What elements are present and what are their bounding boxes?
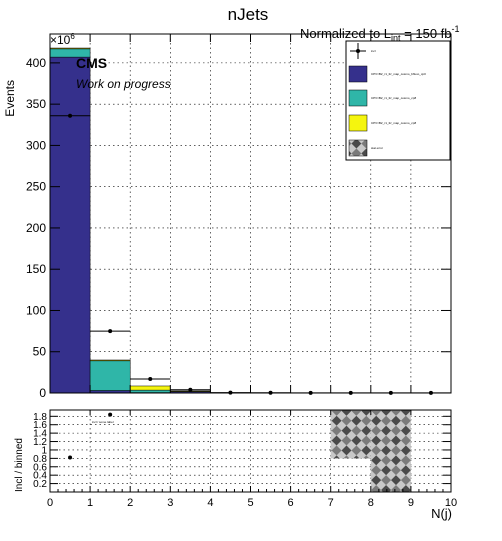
ratio-y-tick-label: 0.8 [33,454,47,465]
legend-entry-label: CPV=B2_r1_tlz_map_cosmo_bfluxo_cp0 [371,72,426,76]
ratio-y-tick-label: 1.8 [33,412,47,423]
ratio-y-tick-label: 0.4 [33,471,47,482]
y-axis-label: Events [3,80,17,117]
cms-sublabel: Work on progress [76,77,171,91]
ratio-x-tick-label: 0 [47,497,53,509]
legend-entry-label: incl [371,49,376,53]
ratio-stat-error-band [330,410,371,459]
ratio-x-tick-label: 7 [328,497,334,509]
ratio-x-tick-label: 4 [207,497,213,509]
ratio-y-tick-label: 1 [41,445,47,456]
legend-items: incl CPV=B2_r1_tlz_map_cosmo_bfluxo_cp0 CP… [348,43,426,157]
ratio-x-tick-label: 10 [445,497,457,509]
bar-series3-bin1 [89,359,131,362]
ratio-panel: 0 1 2 3 4 5 6 7 8 9 10 0.20.40.60.811.21.41.61.8 I… [14,409,457,521]
legend-entry-label: CPV=B2_r1_tlz_map_cosmo_cp8 [371,121,416,125]
ratio-x-tick-label: 2 [127,497,133,509]
bar-series3-bin0 [49,47,91,50]
ratio-x-tick-label: 9 [408,497,414,509]
bar-series3-bin2 [129,385,171,391]
ratio-y-tick-label: 0.6 [33,462,47,473]
main-y-tick-label: 350 [26,97,46,111]
data-point [148,376,153,381]
main-y-tick-label: 50 [33,345,47,359]
ratio-y-tick-label: 1.4 [33,429,47,440]
norm-subscript: int [391,33,401,43]
main-y-tick-label: 250 [26,180,46,194]
bar-series2-bin2 [129,389,171,393]
main-y-tick-label: 300 [26,138,46,152]
legend: incl CPV=B2_r1_tlz_map_cosmo_bfluxo_cp0 CP… [345,40,451,161]
data-point [68,113,73,118]
main-x-ticks [49,34,452,393]
ratio-y-ticks: 0.20.40.60.811.21.41.61.8 [33,412,451,490]
data-point [188,387,193,392]
legend-swatch-series2 [348,89,368,107]
main-y-tick-label: 150 [26,262,46,276]
ratio-points [68,412,113,460]
ratio-data-point [108,412,113,417]
ratio-y-tick-label: 0.2 [33,479,47,490]
main-panel: 0 50 100 150 200 250 300 350 400 Events ×106 CMS… [3,32,452,400]
legend-marker-point [356,49,360,53]
main-y-tick-label: 100 [26,303,46,317]
ratio-x-tick-label: 8 [368,497,374,509]
ratio-y-tick-label: 1.2 [33,437,47,448]
data-point [108,329,113,334]
legend-swatch-series3 [348,114,368,132]
main-y-tick-label: 200 [26,221,46,235]
legend-entry-label: stat error [371,146,383,150]
legend-swatch-series1 [348,65,368,83]
main-y-tick-label: 0 [39,386,46,400]
ratio-x-ticks: 0 1 2 3 4 5 6 7 8 9 10 [47,410,457,509]
main-y-tick-label: 400 [26,56,46,70]
legend-swatch-stat-error [348,139,368,157]
main-y-ticks: 0 50 100 150 200 250 300 350 400 [26,56,451,400]
ratio-y-tick-label: 1.6 [33,420,47,431]
legend-entry-label: CPV=B2_r1_tlz_map_cosmo_cp8 [371,96,416,100]
ratio-data-point [68,455,73,460]
x-axis-label: N(j) [431,506,452,521]
ratio-bands [330,410,411,492]
ratio-stat-error-band [370,410,411,492]
cms-label: CMS [76,55,107,71]
ratio-y-axis-label: Incl / binned [14,438,25,492]
y-exponent-base: ×10 [50,33,71,47]
ratio-x-tick-label: 1 [87,497,93,509]
chart-title: nJets [228,5,269,24]
norm-superscript: -1 [452,24,460,34]
ratio-x-tick-label: 3 [167,497,173,509]
ratio-inline-label: incl / some label [92,420,114,424]
bar-series1-bin0 [49,56,91,394]
bar-series2-bin1 [89,360,131,391]
y-exponent-power: 6 [70,32,75,41]
y-exponent-label: ×106 [50,32,75,47]
ratio-x-tick-label: 5 [247,497,253,509]
ratio-x-tick-label: 6 [288,497,294,509]
